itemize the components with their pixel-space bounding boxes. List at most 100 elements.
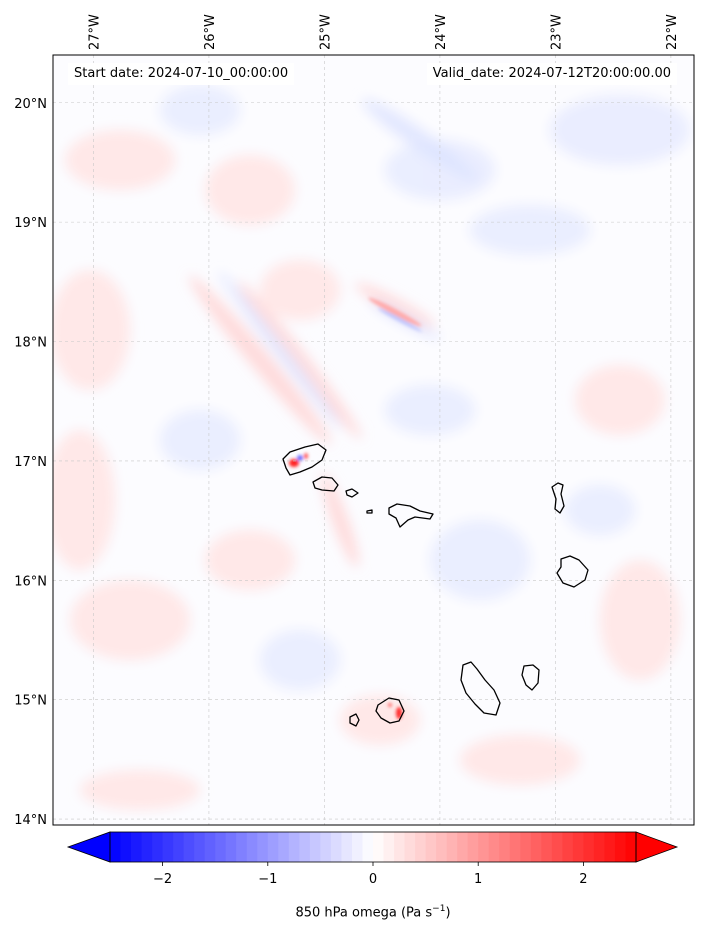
- colorbar-cell: [373, 832, 385, 862]
- colorbar-cell: [604, 832, 616, 862]
- lat-tick-label: 19°N: [14, 216, 47, 231]
- colorbar-cell: [436, 832, 448, 862]
- colorbar-tick-label: 0: [369, 872, 377, 887]
- lon-tick-label: 22°W: [665, 14, 680, 50]
- coastline-branco: [366, 509, 373, 514]
- colorbar-cell: [110, 832, 122, 862]
- colorbar-cell: [625, 832, 637, 862]
- hotspot-positive: [396, 707, 402, 719]
- colorbar-tick-label: 2: [579, 872, 587, 887]
- colorbar-label-unit-exponent: −1: [432, 904, 446, 914]
- colorbar-cell: [278, 832, 290, 862]
- longitude-labels: 27°W 26°W 25°W 24°W 23°W 22°W: [87, 14, 679, 50]
- colorbar-extend-low: [66, 831, 111, 863]
- colorbar-cell: [183, 832, 195, 862]
- colorbar-cell: [541, 832, 553, 862]
- coastline-maio: [521, 664, 540, 691]
- colorbar-cell: [162, 832, 174, 862]
- lon-tick-label: 25°W: [318, 14, 333, 50]
- lon-tick-label: 26°W: [203, 14, 218, 50]
- colorbar-cell: [152, 832, 164, 862]
- colorbar-cell: [330, 832, 342, 862]
- coastlines: [282, 443, 589, 727]
- colorbar-cell: [236, 832, 248, 862]
- colorbar-cell: [499, 832, 511, 862]
- coastline-sao-nicolau: [388, 503, 434, 528]
- colorbar-cell: [530, 832, 542, 862]
- colorbar-cell: [215, 832, 227, 862]
- colorbar-cell: [246, 832, 258, 862]
- colorbar-cell: [309, 832, 321, 862]
- colorbar-cell: [257, 832, 269, 862]
- colorbar-cell: [351, 832, 363, 862]
- coastline-brava: [349, 713, 360, 727]
- colorbar-cell: [593, 832, 605, 862]
- colorbar-cell: [488, 832, 500, 862]
- coastline-santa-luzia: [345, 488, 359, 498]
- colorbar-cell: [362, 832, 374, 862]
- colorbar-cell: [141, 832, 153, 862]
- colorbar-cell: [509, 832, 521, 862]
- hotspot-positive: [289, 459, 299, 467]
- colorbar-cell: [551, 832, 563, 862]
- colorbar-cell: [299, 832, 311, 862]
- colorbar-cell: [467, 832, 479, 862]
- colorbar-cell: [614, 832, 626, 862]
- map-frame: [52, 54, 695, 826]
- colorbar-extend-high: [635, 831, 679, 863]
- colorbar-cell: [446, 832, 458, 862]
- colorbar: −2 −1 0 1 2: [66, 831, 679, 887]
- valid-date-label: Valid_date: 2024-07-12T20:00:00.00: [426, 63, 677, 85]
- lat-tick-label: 14°N: [14, 813, 47, 828]
- omega-hotspots: [289, 297, 423, 719]
- lat-tick-label: 18°N: [14, 336, 47, 351]
- colorbar-cell: [394, 832, 406, 862]
- colorbar-cell: [225, 832, 237, 862]
- colorbar-cell: [267, 832, 279, 862]
- field-streak: [188, 275, 435, 568]
- hotspot-positive: [388, 703, 392, 707]
- coastline-santo-antao: [282, 443, 327, 476]
- colorbar-cell: [583, 832, 595, 862]
- lat-tick-label: 15°N: [14, 694, 47, 709]
- colorbar-cell: [173, 832, 185, 862]
- colorbar-cell: [520, 832, 532, 862]
- colorbar-cell: [562, 832, 574, 862]
- coastline-sal: [551, 482, 565, 514]
- hotspot-positive: [304, 453, 308, 459]
- lat-tick-label: 16°N: [14, 574, 47, 589]
- hotspot-negative: [297, 455, 303, 461]
- latitude-labels: 14°N 15°N 16°N 17°N 18°N 19°N 20°N: [14, 97, 47, 828]
- colorbar-cells: [110, 832, 637, 862]
- colorbar-tick-label: −1: [258, 872, 277, 887]
- coastline-fogo: [375, 697, 405, 724]
- lon-tick-label: 23°W: [549, 14, 564, 50]
- colorbar-cell: [120, 832, 132, 862]
- lat-tick-label: 17°N: [14, 455, 47, 470]
- field-patch: [53, 130, 680, 810]
- colorbar-cell: [478, 832, 490, 862]
- colorbar-ticks: −2 −1 0 1 2: [153, 862, 588, 887]
- colorbar-cell: [404, 832, 416, 862]
- colorbar-label-main: 850 hPa omega (Pa s: [295, 905, 433, 921]
- lon-tick-label: 27°W: [87, 14, 102, 50]
- colorbar-label: 850 hPa omega (Pa s−1): [0, 904, 703, 920]
- coastline-boa-vista: [556, 555, 589, 588]
- colorbar-cell: [415, 832, 427, 862]
- colorbar-cell: [320, 832, 332, 862]
- colorbar-cell: [204, 832, 216, 862]
- hotspot-negative: [377, 308, 423, 332]
- colorbar-tick-label: 1: [474, 872, 482, 887]
- colorbar-cell: [383, 832, 395, 862]
- colorbar-cell: [131, 832, 143, 862]
- colorbar-cell: [288, 832, 300, 862]
- colorbar-cell: [194, 832, 206, 862]
- omega-field: [53, 85, 690, 810]
- start-date-label: Start date: 2024-07-10_00:00:00: [68, 63, 295, 85]
- lon-tick-label: 24°W: [434, 14, 449, 50]
- colorbar-cell: [457, 832, 469, 862]
- colorbar-tick-label: −2: [153, 872, 172, 887]
- coastline-santiago: [460, 661, 501, 716]
- colorbar-cell: [572, 832, 584, 862]
